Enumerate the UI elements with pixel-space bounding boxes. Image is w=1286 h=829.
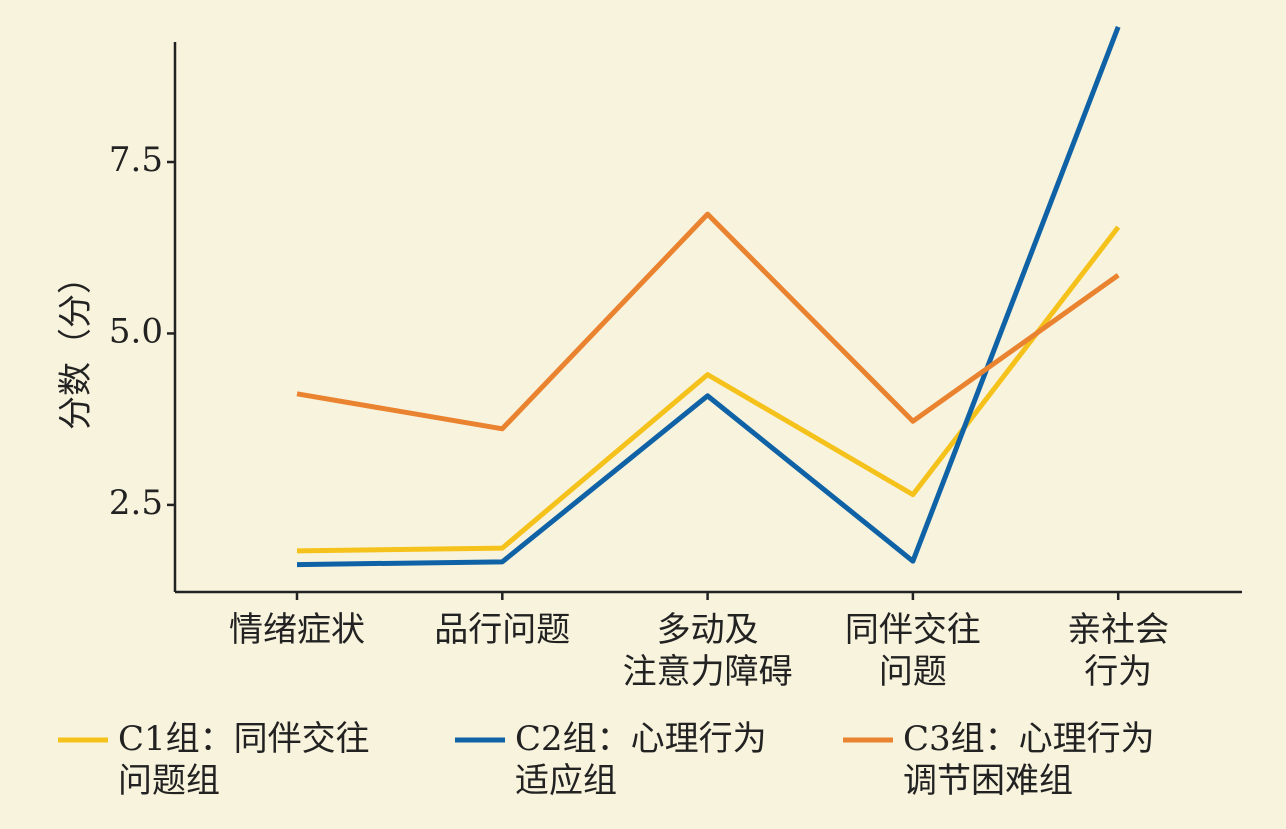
legend-label: C3组：心理行为 调节困难组 <box>903 719 1155 801</box>
y-tick-label: 5.0 <box>109 311 163 351</box>
x-tick-label: 多动及 注意力障碍 <box>622 610 793 692</box>
series-line <box>296 26 1121 568</box>
series-line <box>296 211 1120 432</box>
legend-label: C1组：同伴交往 问题组 <box>118 719 370 801</box>
x-tick-label: 情绪症状 <box>229 610 365 650</box>
x-tick-label: 亲社会 行为 <box>1067 610 1170 692</box>
legend-label: C2组：心理行为 适应组 <box>515 719 767 801</box>
x-tick-label: 品行问题 <box>434 610 571 650</box>
y-tick-label: 2.5 <box>109 483 163 523</box>
y-axis-label: 分数（分） <box>56 260 96 430</box>
series-line <box>296 225 1121 554</box>
y-tick-label: 7.5 <box>109 140 163 180</box>
x-tick-label: 同伴交往 问题 <box>844 610 981 692</box>
